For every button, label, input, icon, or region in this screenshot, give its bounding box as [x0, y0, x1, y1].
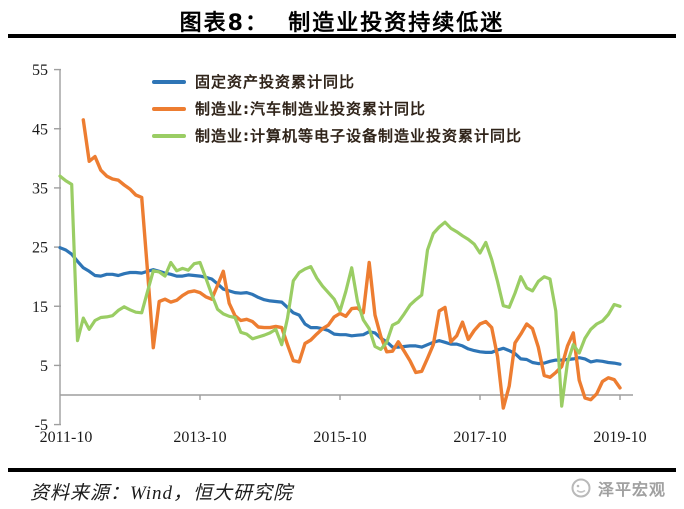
legend-label: 制造业:汽车制造业投资累计同比 — [195, 100, 427, 118]
x-tick-label: 2019-10 — [593, 429, 646, 446]
series-line-1 — [81, 118, 622, 410]
x-tick-label: 2015-10 — [313, 429, 366, 446]
legend-item-fixed-asset-investment: 固定资产投资累计同比 — [152, 72, 522, 91]
chart-legend: 固定资产投资累计同比 制造业:汽车制造业投资累计同比 制造业:计算机等电子设备制… — [152, 72, 522, 145]
x-tick-label: 2011-10 — [40, 429, 93, 446]
y-tick-label: -5 — [35, 417, 48, 434]
legend-label: 制造业:计算机等电子设备制造业投资累计同比 — [195, 127, 523, 145]
legend-swatch-blue-line — [152, 79, 186, 84]
watermark-text: 泽平宏观 — [597, 480, 666, 499]
footer-divider-line — [8, 468, 676, 472]
legend-item-computer-electronics: 制造业:计算机等电子设备制造业投资累计同比 — [152, 126, 522, 145]
zeping-macro-logo-icon — [571, 478, 591, 498]
y-tick-label: 45 — [32, 121, 48, 138]
y-tick-label: 35 — [32, 180, 48, 197]
legend-swatch-orange-line — [152, 106, 186, 111]
legend-swatch-green-line — [152, 133, 186, 138]
y-tick-label: 5 — [40, 358, 48, 375]
page-title: 图表8： 制造业投资持续低迷 — [179, 11, 505, 36]
y-tick-label: 25 — [32, 240, 48, 257]
chart-area: 55 45 35 25 15 5 -5 2011-10 2013-10 2015-10 2017-1… — [0, 38, 684, 466]
y-tick-label: 55 — [32, 62, 48, 79]
legend-label: 固定资产投资累计同比 — [195, 73, 356, 91]
y-tick-label: 15 — [32, 299, 48, 316]
x-tick-label: 2017-10 — [453, 429, 506, 446]
source-note: 资料来源：Wind，恒大研究院 — [30, 483, 294, 504]
publisher-watermark: 泽平宏观 — [570, 476, 666, 500]
title-divider-line — [8, 34, 676, 38]
series-line-2 — [58, 174, 622, 408]
x-tick-label: 2013-10 — [173, 429, 226, 446]
legend-item-auto-manufacturing: 制造业:汽车制造业投资累计同比 — [152, 99, 522, 118]
